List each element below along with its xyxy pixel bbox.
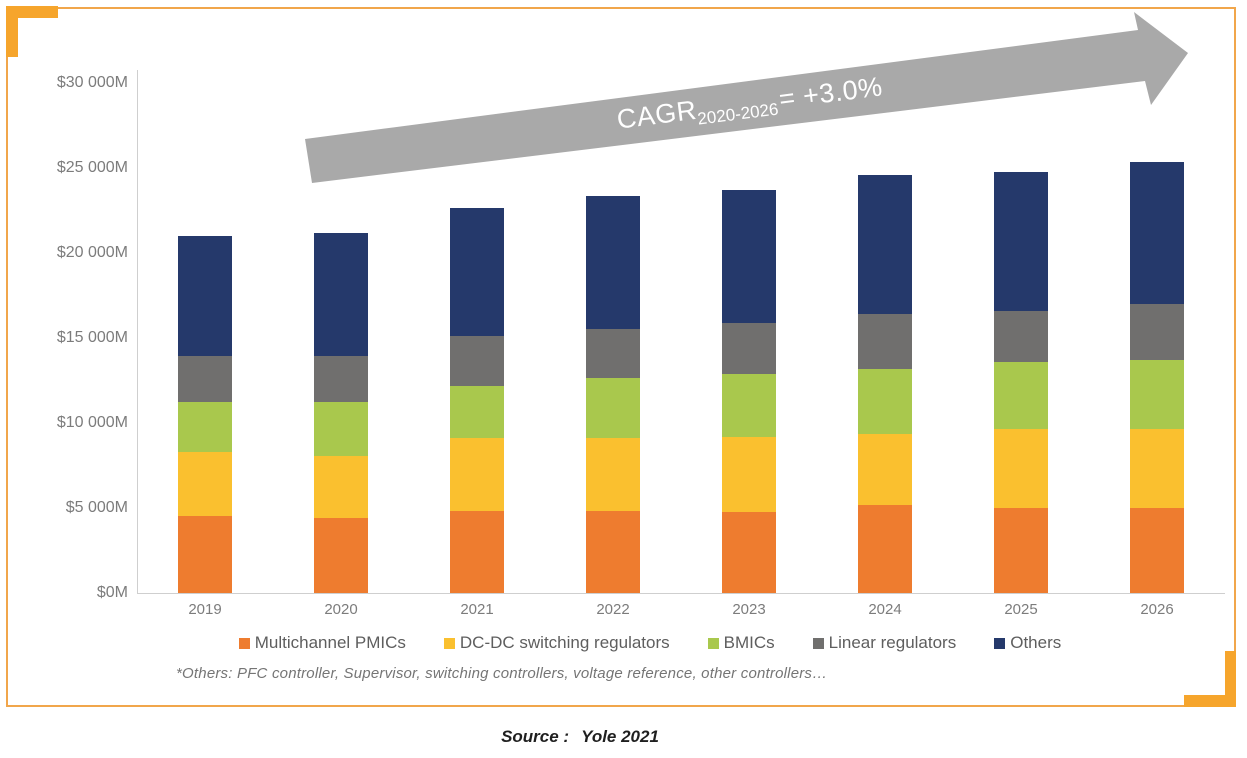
x-axis-label-2020: 2020 (324, 601, 358, 618)
bar-segment-others-2023 (722, 190, 776, 323)
bar-segment-others-2021 (450, 208, 504, 336)
legend-label: Multichannel PMICs (254, 633, 406, 652)
legend-swatch-icon (443, 637, 455, 649)
x-axis-labels: 2019 2020 2021 2022 2023 2024 2025 2026 (137, 601, 1225, 618)
bar-segment-bmics-2024 (858, 369, 912, 434)
bar-segment-linear-regulators-2024 (858, 314, 912, 369)
bar-segment-dc-dc-switching-regulators-2019 (178, 452, 232, 516)
bar-segment-multichannel-pmics-2020 (314, 518, 368, 593)
bar-segment-bmics-2021 (450, 386, 504, 438)
bar-column-2024 (817, 83, 953, 593)
bar-segment-others-2019 (178, 236, 232, 356)
bar-segment-others-2020 (314, 233, 368, 356)
bar-segment-multichannel-pmics-2025 (994, 508, 1048, 593)
legend-swatch-icon (707, 637, 719, 649)
bar-segment-multichannel-pmics-2023 (722, 512, 776, 593)
x-axis-label-2022: 2022 (596, 601, 630, 618)
legend: Multichannel PMICs DC-DC switching regula… (100, 633, 1200, 653)
bar-plot (137, 83, 1225, 593)
bar-column-2022 (545, 83, 681, 593)
legend-swatch-icon (238, 637, 250, 649)
bar-segment-others-2025 (994, 172, 1048, 311)
source-value: Yole 2021 (581, 727, 659, 746)
footnote: *Others: PFC controller, Supervisor, swi… (176, 665, 828, 682)
bar-segment-linear-regulators-2023 (722, 323, 776, 374)
corner-bracket-bottom-right (1184, 695, 1236, 707)
legend-swatch-icon (994, 637, 1006, 649)
bar-column-2026 (1089, 83, 1225, 593)
legend-item: Linear regulators (812, 633, 957, 653)
x-axis-label-2021: 2021 (460, 601, 494, 618)
x-axis-label-2024: 2024 (868, 601, 902, 618)
bar-segment-multichannel-pmics-2019 (178, 516, 232, 593)
bar-segment-dc-dc-switching-regulators-2021 (450, 438, 504, 511)
x-axis-label-2025: 2025 (1004, 601, 1038, 618)
bar-segment-others-2026 (1130, 162, 1184, 304)
bar-segment-others-2024 (858, 175, 912, 314)
bar-column-2020 (273, 83, 409, 593)
bar-segment-dc-dc-switching-regulators-2024 (858, 434, 912, 505)
bar-segment-dc-dc-switching-regulators-2022 (586, 438, 640, 511)
corner-bracket-top-left (6, 6, 18, 57)
bar-segment-multichannel-pmics-2022 (586, 511, 640, 593)
bar-segment-multichannel-pmics-2021 (450, 511, 504, 593)
bar-segment-bmics-2022 (586, 378, 640, 438)
bar-segment-others-2022 (586, 196, 640, 329)
bar-segment-multichannel-pmics-2024 (858, 505, 912, 593)
bar-segment-dc-dc-switching-regulators-2023 (722, 437, 776, 512)
x-axis-line (137, 593, 1225, 594)
x-axis-label-2019: 2019 (188, 601, 222, 618)
y-axis-tick: $0M (96, 584, 128, 601)
source-line: Source : Yole 2021 (0, 727, 1160, 747)
legend-swatch-icon (812, 637, 824, 649)
legend-label: BMICs (723, 633, 775, 652)
bar-segment-bmics-2019 (178, 402, 232, 452)
legend-item: BMICs (707, 633, 775, 653)
y-axis-tick: $15 000M (56, 329, 128, 346)
bar-segment-bmics-2023 (722, 374, 776, 437)
bar-segment-bmics-2026 (1130, 360, 1184, 429)
bar-segment-dc-dc-switching-regulators-2020 (314, 456, 368, 518)
legend-item: Multichannel PMICs (238, 633, 406, 653)
y-axis-tick: $10 000M (56, 414, 128, 431)
bar-segment-linear-regulators-2021 (450, 336, 504, 386)
source-label: Source : (501, 727, 570, 746)
corner-bracket-bottom-right (1225, 651, 1236, 707)
bar-segment-bmics-2020 (314, 402, 368, 456)
legend-item: DC-DC switching regulators (443, 633, 670, 653)
y-axis-tick: $20 000M (56, 244, 128, 261)
legend-item: Others (994, 633, 1061, 653)
corner-bracket-top-left (6, 6, 58, 18)
legend-label: DC-DC switching regulators (459, 633, 670, 652)
y-axis-tick: $30 000M (56, 74, 128, 91)
bar-column-2019 (137, 83, 273, 593)
y-axis-tick: $5 000M (65, 499, 128, 516)
bar-segment-dc-dc-switching-regulators-2025 (994, 429, 1048, 508)
y-axis-line (137, 70, 138, 594)
bar-segment-bmics-2025 (994, 362, 1048, 429)
bar-segment-linear-regulators-2019 (178, 356, 232, 402)
bar-segment-dc-dc-switching-regulators-2026 (1130, 429, 1184, 508)
bar-segment-linear-regulators-2022 (586, 329, 640, 378)
legend-label: Linear regulators (828, 633, 957, 652)
x-axis-label-2023: 2023 (732, 601, 766, 618)
bar-segment-linear-regulators-2025 (994, 311, 1048, 362)
y-axis-tick: $25 000M (56, 159, 128, 176)
x-axis-label-2026: 2026 (1140, 601, 1174, 618)
bar-segment-linear-regulators-2026 (1130, 304, 1184, 360)
bar-segment-multichannel-pmics-2026 (1130, 508, 1184, 593)
bar-column-2023 (681, 83, 817, 593)
legend-label: Others (1010, 633, 1062, 652)
bar-column-2021 (409, 83, 545, 593)
bar-segment-linear-regulators-2020 (314, 356, 368, 402)
bar-column-2025 (953, 83, 1089, 593)
